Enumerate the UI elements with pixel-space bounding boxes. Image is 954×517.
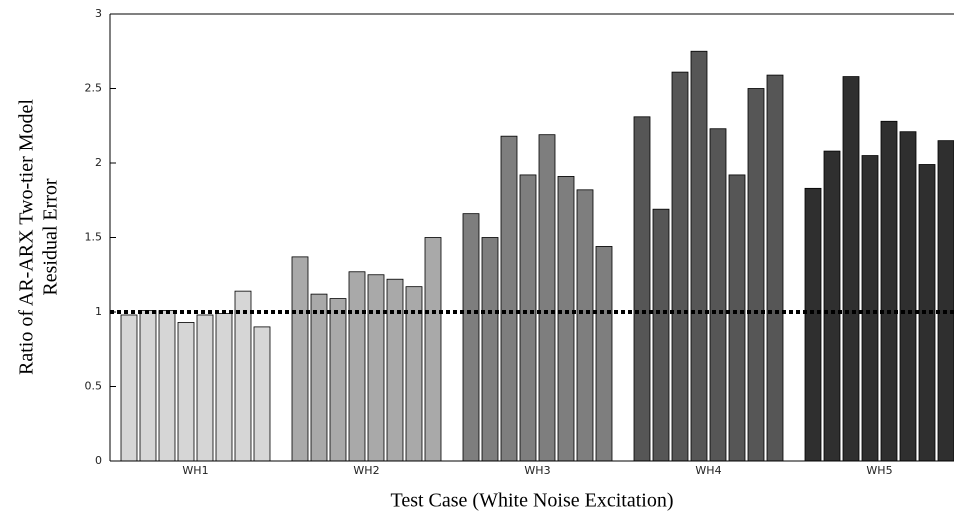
- bar: [538, 134, 556, 462]
- bar: [519, 174, 537, 462]
- bar: [177, 322, 195, 462]
- y-tick-label: 2.5: [85, 82, 103, 95]
- bar: [462, 213, 480, 462]
- bar: [576, 189, 594, 462]
- x-axis-title: Test Case (White Noise Excitation): [391, 490, 674, 512]
- bar: [766, 74, 784, 462]
- y-tick-label: 0: [95, 454, 102, 467]
- y-tick-label: 3: [95, 7, 102, 20]
- x-tick-label: WH3: [524, 464, 550, 477]
- bar: [158, 310, 176, 462]
- bar: [234, 290, 252, 462]
- bar: [880, 120, 898, 462]
- bar: [348, 271, 366, 462]
- bar: [139, 310, 157, 462]
- bar: [823, 150, 841, 462]
- bar: [899, 131, 917, 462]
- x-tick-label: WH2: [353, 464, 379, 477]
- y-tick-label: 2: [95, 156, 102, 169]
- y-tick-label: 1: [95, 305, 102, 318]
- bar: [367, 274, 385, 462]
- x-tick-label: WH1: [182, 464, 208, 477]
- y-tick-label: 0.5: [85, 380, 103, 393]
- bar: [386, 278, 404, 462]
- bar: [481, 237, 499, 462]
- bar: [196, 314, 214, 462]
- x-tick-label: WH5: [866, 464, 892, 477]
- bar: [215, 313, 233, 462]
- y-axis-title-line: Residual Error: [40, 178, 62, 296]
- bar: [937, 140, 954, 462]
- bar: [652, 208, 670, 462]
- bar: [671, 71, 689, 462]
- y-axis-title: Ratio of AR-ARX Two-tier Model Residual …: [16, 99, 62, 375]
- bar: [557, 176, 575, 462]
- bar: [842, 76, 860, 462]
- y-tick-label: 1.5: [85, 231, 103, 244]
- bar: [747, 88, 765, 462]
- bar: [120, 314, 138, 462]
- x-tick-label: WH4: [695, 464, 721, 477]
- bar: [709, 128, 727, 462]
- bar: [633, 116, 651, 462]
- bar: [310, 293, 328, 462]
- bar: [253, 326, 271, 462]
- bar: [595, 246, 613, 462]
- bar: [424, 237, 442, 462]
- bar: [291, 256, 309, 462]
- bar: [728, 174, 746, 462]
- bar: [861, 155, 879, 462]
- bar: [690, 50, 708, 462]
- bar: [804, 187, 822, 462]
- y-axis-title-line: Ratio of AR-ARX Two-tier Model: [16, 99, 38, 375]
- bar: [329, 298, 347, 462]
- bar: [500, 135, 518, 462]
